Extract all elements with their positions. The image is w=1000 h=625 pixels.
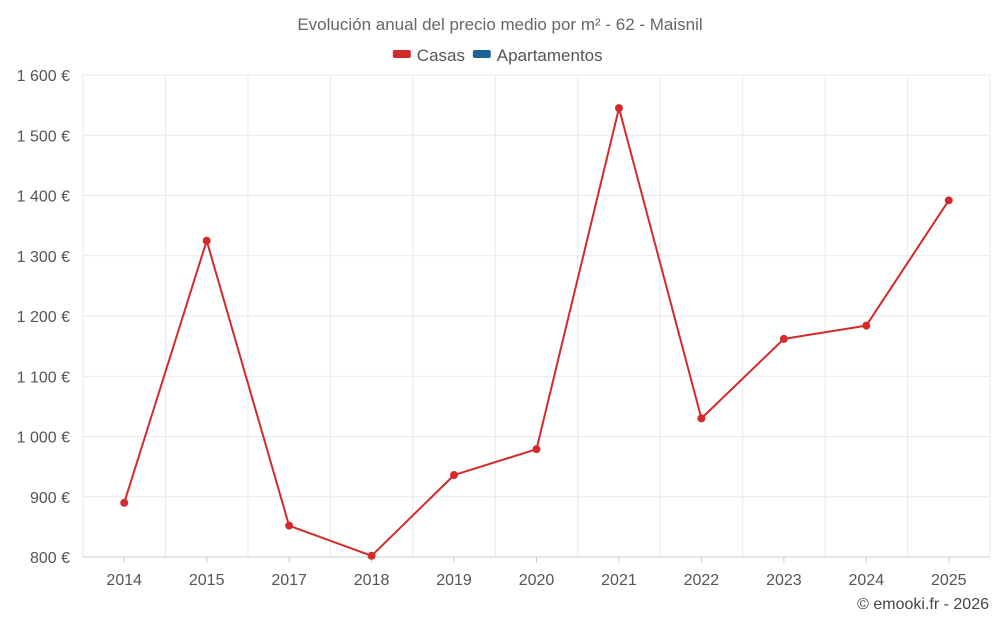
chart-title: Evolución anual del precio medio por m² … — [297, 15, 702, 34]
legend-item: Casas — [392, 46, 465, 65]
y-tick-label: 1 100 € — [17, 369, 70, 386]
y-tick-label: 1 500 € — [17, 128, 70, 145]
legend-item: Apartamentos — [472, 46, 603, 65]
data-point — [862, 321, 871, 330]
x-tick-label: 2024 — [849, 572, 885, 589]
y-axis: 800 € 900 € 1 000 € 1 100 € 1 200 € 1 300 € 1 … — [17, 68, 70, 567]
data-point — [779, 334, 788, 343]
legend-label: Casas — [417, 46, 465, 65]
data-point — [285, 521, 294, 530]
x-tick-label: 2021 — [601, 572, 637, 589]
x-tick-label: 2014 — [106, 572, 142, 589]
credit-text: © emooki.fr - 2026 — [857, 596, 989, 613]
legend-swatch — [392, 50, 411, 58]
data-point — [944, 196, 953, 205]
x-tick-label: 2017 — [271, 572, 307, 589]
y-tick-label: 1 300 € — [17, 249, 70, 266]
x-tick-label: 2022 — [684, 572, 720, 589]
x-tick-label: 2019 — [436, 572, 472, 589]
y-tick-label: 1 200 € — [17, 309, 70, 326]
data-point — [697, 414, 706, 423]
y-tick-label: 1 600 € — [17, 68, 70, 85]
data-point — [450, 471, 459, 480]
data-point — [367, 551, 376, 560]
y-tick-label: 1 400 € — [17, 189, 70, 206]
x-axis: 2014 2015 2017 2018 2019 2020 2021 2022 2023 2024… — [106, 557, 967, 589]
x-tick-label: 2018 — [354, 572, 390, 589]
y-tick-label: 1 000 € — [17, 430, 70, 447]
grid — [82, 74, 991, 558]
legend: Casas Apartamentos — [392, 46, 603, 65]
legend-label: Apartamentos — [497, 46, 603, 65]
y-tick-label: 800 € — [30, 550, 70, 567]
y-tick-label: 900 € — [30, 490, 70, 507]
x-tick-label: 2023 — [766, 572, 802, 589]
data-point — [614, 104, 623, 113]
x-tick-label: 2020 — [519, 572, 555, 589]
data-point — [202, 236, 211, 245]
series-layer — [120, 104, 953, 560]
legend-swatch — [472, 50, 491, 58]
data-point — [532, 445, 541, 454]
data-point — [120, 498, 129, 507]
x-tick-label: 2025 — [931, 572, 967, 589]
x-tick-label: 2015 — [189, 572, 225, 589]
